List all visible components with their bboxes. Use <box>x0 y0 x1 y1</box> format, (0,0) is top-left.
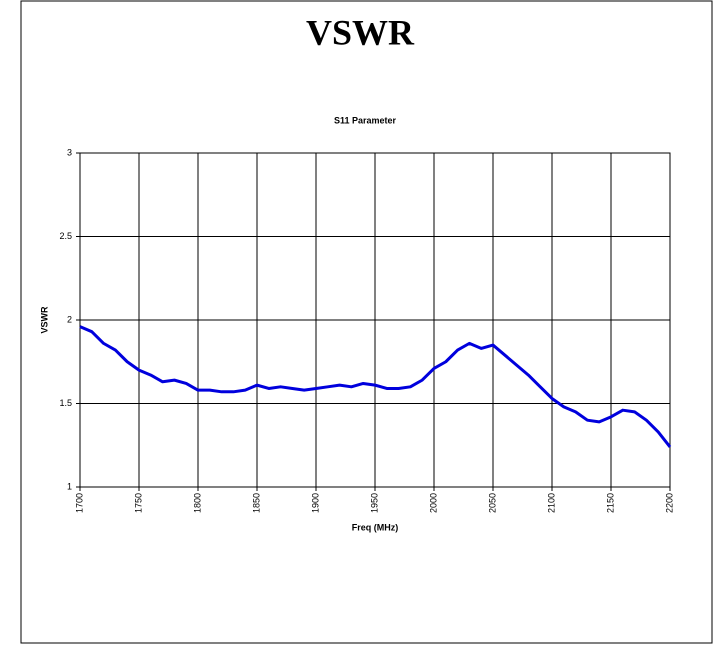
x-tick-label: 1700 <box>74 493 84 513</box>
y-tick-label: 2 <box>67 314 72 324</box>
y-tick-label: 1.5 <box>59 398 72 408</box>
x-tick-label: 2200 <box>664 493 674 513</box>
data-line <box>79 325 672 448</box>
chart-subtitle: S11 Parameter <box>334 115 397 125</box>
chart-title: VSWR <box>306 12 415 52</box>
x-tick-label: 2150 <box>605 493 615 513</box>
x-tick-label: 1750 <box>133 493 143 513</box>
y-axis-label: VSWR <box>39 306 49 334</box>
x-tick-label: 1800 <box>192 493 202 513</box>
x-tick-label: 2050 <box>487 493 497 513</box>
x-tick-label: 1850 <box>251 493 261 513</box>
y-tick-label: 2.5 <box>59 231 72 241</box>
x-tick-label: 2000 <box>428 493 438 513</box>
y-tick-label: 3 <box>67 147 72 157</box>
x-tick-label: 1950 <box>369 493 379 513</box>
x-axis-label: Freq (MHz) <box>352 522 399 532</box>
y-tick-label: 1 <box>67 481 72 491</box>
x-tick-label: 2100 <box>546 493 556 513</box>
x-tick-label: 1900 <box>310 493 320 513</box>
